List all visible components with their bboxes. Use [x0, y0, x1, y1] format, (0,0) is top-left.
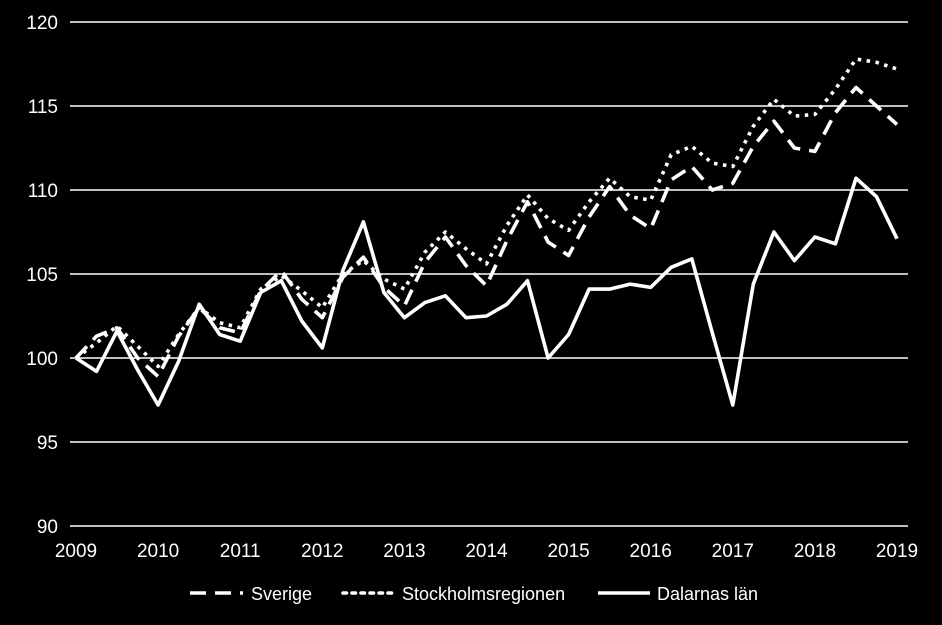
legend: Sverige Stockholmsregionen Dalarnas län: [190, 584, 758, 604]
x-tick-label: 2019: [876, 541, 918, 562]
y-tick-label: 120: [26, 13, 58, 34]
series-line-2: [74, 57, 898, 369]
x-tick-label: 2015: [547, 541, 589, 562]
y-tick-label: 110: [28, 181, 58, 202]
x-tick-label: 2010: [137, 541, 179, 562]
x-tick-label: 2017: [712, 541, 754, 562]
x-tick-label: 2014: [465, 541, 508, 562]
x-tick-label: 2012: [301, 541, 343, 562]
y-tick-label: 95: [37, 433, 58, 454]
x-tick-label: 2011: [220, 541, 261, 562]
legend-label-1: Sverige: [251, 584, 312, 604]
series-line-1: [74, 85, 899, 379]
legend-label-2: Stockholmsregionen: [402, 584, 565, 604]
x-tick-label: 2009: [55, 541, 97, 562]
grid-lines: [70, 21, 908, 527]
y-axis-tick-labels: 90 95 100 105 110 115 120: [26, 13, 58, 538]
series-lines: [74, 57, 899, 407]
series-line-3: [75, 176, 899, 407]
y-tick-label: 100: [26, 349, 58, 370]
y-tick-label: 90: [37, 517, 58, 538]
x-tick-label: 2013: [383, 541, 425, 562]
legend-label-3: Dalarnas län: [657, 584, 758, 604]
x-tick-label: 2018: [794, 541, 836, 562]
x-axis-tick-labels: 2009 2010 2011 2012 2013 2014 2015 2016 2017 2018…: [55, 541, 918, 562]
y-tick-label: 105: [26, 265, 58, 286]
x-tick-label: 2016: [630, 541, 672, 562]
y-tick-label: 115: [28, 97, 58, 118]
